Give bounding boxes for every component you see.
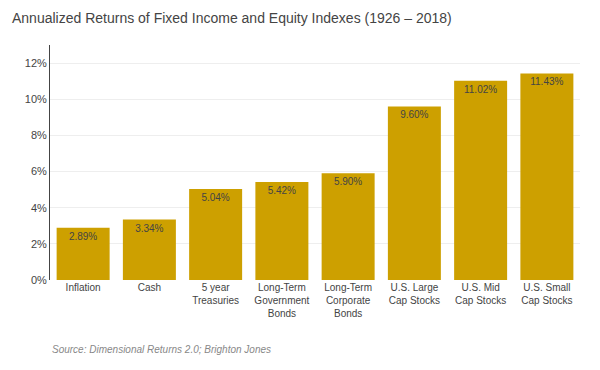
svg-text:6%: 6% xyxy=(31,165,47,177)
svg-text:8%: 8% xyxy=(31,129,47,141)
svg-text:Inflation: Inflation xyxy=(66,282,101,293)
svg-text:3.34%: 3.34% xyxy=(135,223,163,234)
svg-text:Long-TermCorporateBonds: Long-TermCorporateBonds xyxy=(324,282,372,319)
svg-text:4%: 4% xyxy=(31,202,47,214)
svg-text:Long-TermGovernmentBonds: Long-TermGovernmentBonds xyxy=(254,282,309,319)
svg-text:0%: 0% xyxy=(31,274,47,286)
svg-text:Annualized Returns of Fixed In: Annualized Returns of Fixed Income and E… xyxy=(12,10,452,26)
svg-text:9.60%: 9.60% xyxy=(400,109,428,120)
svg-text:U.S. SmallCap Stocks: U.S. SmallCap Stocks xyxy=(521,282,572,306)
svg-text:5.04%: 5.04% xyxy=(201,192,229,203)
svg-text:U.S. MidCap Stocks: U.S. MidCap Stocks xyxy=(455,282,506,306)
svg-text:5.42%: 5.42% xyxy=(268,185,296,196)
svg-text:5.90%: 5.90% xyxy=(334,176,362,187)
svg-text:Source: Dimensional Returns 2.: Source: Dimensional Returns 2.0; Brighto… xyxy=(52,344,271,355)
svg-text:11.43%: 11.43% xyxy=(530,76,563,87)
svg-text:2%: 2% xyxy=(31,238,47,250)
svg-text:2.89%: 2.89% xyxy=(69,231,97,242)
svg-text:5 yearTreasuries: 5 yearTreasuries xyxy=(192,282,239,306)
svg-text:U.S. LargeCap Stocks: U.S. LargeCap Stocks xyxy=(389,282,440,306)
svg-text:10%: 10% xyxy=(25,93,47,105)
svg-text:11.02%: 11.02% xyxy=(464,84,497,95)
svg-text:12%: 12% xyxy=(25,57,47,69)
svg-text:Cash: Cash xyxy=(138,282,161,293)
